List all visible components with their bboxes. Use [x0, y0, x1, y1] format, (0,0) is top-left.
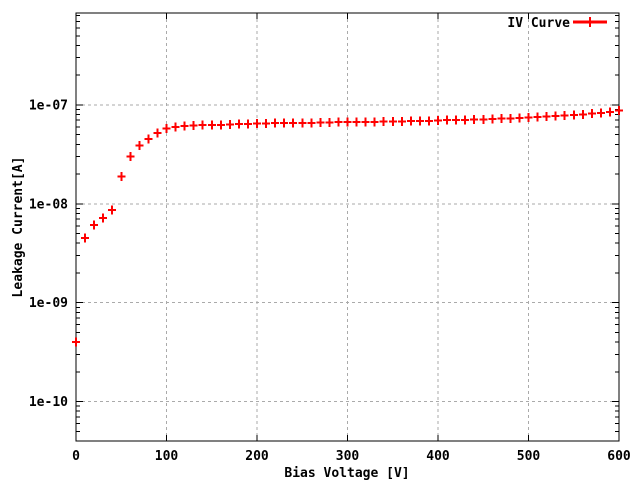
data-point-marker	[506, 113, 515, 123]
data-point-marker	[81, 233, 90, 243]
data-point-marker	[135, 140, 144, 150]
x-tick-label: 0	[72, 449, 80, 464]
data-point-marker	[243, 119, 252, 129]
data-point-marker	[108, 205, 117, 215]
data-point-marker	[560, 111, 569, 121]
data-point-marker	[334, 117, 343, 127]
data-point-marker	[615, 105, 623, 115]
data-point-marker	[234, 119, 243, 129]
y-tick-label: 1e-10	[29, 395, 68, 410]
data-point-marker	[515, 113, 524, 123]
data-point-marker	[470, 115, 479, 125]
data-point-marker	[262, 118, 271, 128]
data-point-marker	[198, 120, 207, 130]
data-point-marker	[424, 116, 433, 126]
data-point-marker	[605, 107, 614, 117]
y-tick-label: 1e-07	[29, 98, 68, 113]
data-point-marker	[578, 110, 587, 120]
x-tick-label: 500	[517, 449, 541, 464]
data-point-marker	[72, 337, 80, 347]
data-point-marker	[307, 118, 316, 128]
data-point-marker	[388, 116, 397, 126]
data-point-marker	[253, 118, 261, 128]
data-point-marker	[343, 117, 352, 127]
data-point-marker	[542, 112, 551, 122]
data-point-marker	[117, 171, 126, 181]
data-point-marker	[406, 116, 415, 126]
data-point-marker	[361, 117, 370, 127]
data-point-marker	[497, 114, 506, 124]
data-point-marker	[443, 115, 452, 125]
y-tick-label: 1e-08	[29, 197, 68, 212]
legend-label: IV Curve	[507, 16, 570, 31]
data-point-marker	[153, 128, 162, 138]
data-point-marker	[316, 117, 325, 127]
data-point-marker	[298, 118, 307, 128]
x-tick-label: 200	[245, 449, 269, 464]
y-tick-label: 1e-09	[29, 296, 68, 311]
data-point-marker	[551, 111, 560, 121]
x-tick-labels: 0 100 200 300 400 500 600	[72, 449, 631, 464]
data-point-marker	[461, 115, 470, 125]
data-point-marker	[524, 113, 533, 123]
plot-border	[75, 12, 620, 442]
data-point-marker	[99, 213, 108, 223]
y-tick-labels: 1e-10 1e-09 1e-08 1e-07	[29, 98, 68, 410]
data-point-marker	[325, 117, 334, 127]
x-tick-label: 300	[336, 449, 360, 464]
data-point-marker	[434, 116, 442, 126]
legend: IV Curve	[507, 16, 607, 31]
data-point-marker	[379, 116, 388, 126]
data-point-marker	[90, 220, 99, 230]
grid-lines	[76, 13, 619, 441]
data-point-marker	[180, 121, 189, 131]
data-point-marker	[162, 124, 171, 134]
x-tick-label: 600	[607, 449, 631, 464]
x-axis-label: Bias Voltage [V]	[284, 466, 409, 480]
data-point-marker	[488, 114, 497, 124]
axis-ticks	[75, 13, 620, 442]
data-point-marker	[596, 108, 605, 118]
data-points	[72, 105, 623, 347]
x-tick-label: 400	[426, 449, 450, 464]
data-point-marker	[569, 110, 578, 120]
data-point-marker	[171, 122, 180, 132]
data-point-marker	[280, 118, 289, 128]
data-point-marker	[225, 119, 234, 129]
data-point-marker	[533, 112, 542, 122]
y-axis-label: Leakage Current[A]	[11, 157, 26, 298]
data-point-marker	[370, 117, 379, 127]
data-point-marker	[207, 120, 216, 130]
data-point-marker	[289, 118, 298, 128]
x-tick-label: 100	[155, 449, 179, 464]
data-point-marker	[271, 118, 280, 128]
data-point-marker	[216, 120, 225, 130]
data-point-marker	[144, 134, 153, 144]
data-point-marker	[397, 116, 406, 126]
data-point-marker	[126, 152, 135, 162]
data-point-marker	[452, 115, 461, 125]
data-point-marker	[587, 109, 596, 119]
data-point-marker	[352, 117, 361, 127]
data-point-marker	[415, 116, 424, 126]
data-point-marker	[189, 120, 198, 130]
data-point-marker	[479, 114, 488, 124]
